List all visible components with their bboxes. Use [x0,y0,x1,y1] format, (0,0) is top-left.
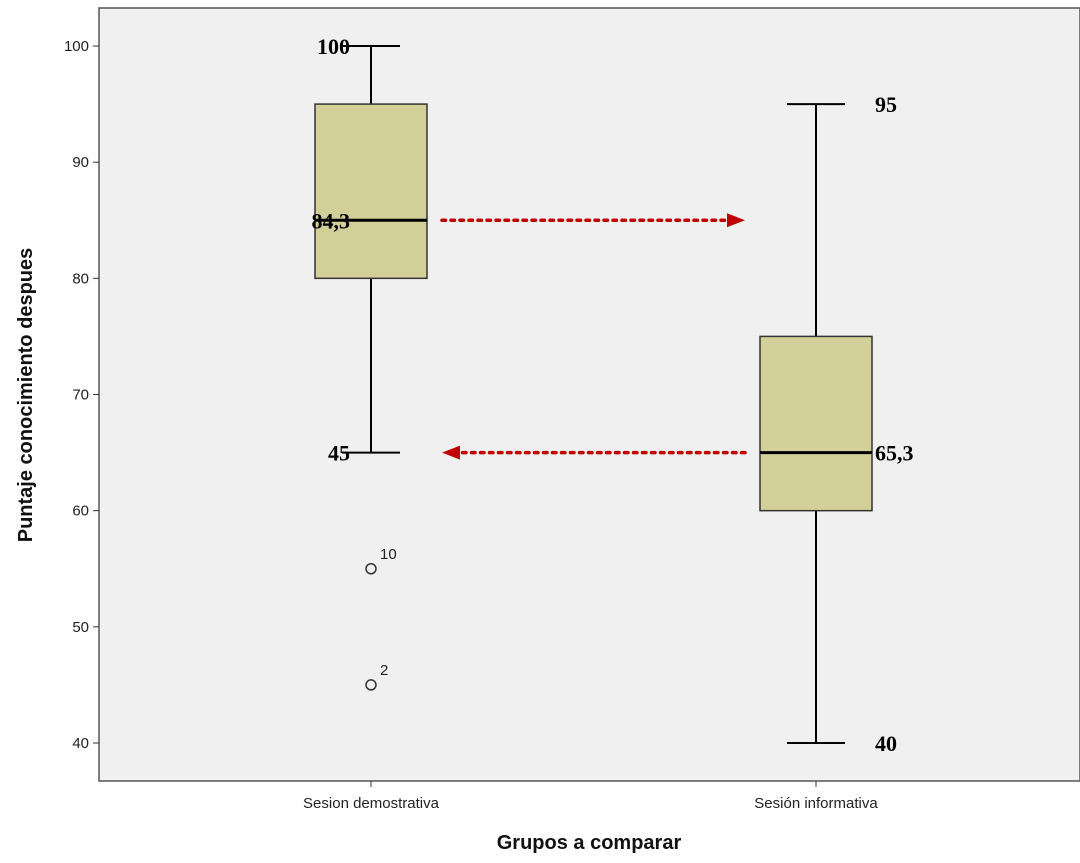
y-tick-label: 60 [72,503,89,520]
arrow-head [727,213,745,228]
annotation-label: 100 [317,34,350,59]
outliers: 10 2 [365,546,397,691]
y-tick-label: 100 [64,38,89,55]
annotation-label: 95 [875,92,897,117]
annotation-label: 40 [875,731,897,756]
annotation-label: 45 [328,441,350,466]
y-tick-label: 90 [72,154,89,171]
arrow [440,213,745,228]
annotation-label: 84,3 [312,208,351,233]
plot-area [98,7,1080,782]
y-tick-label: 50 [72,619,89,636]
arrows [440,213,747,460]
box-iqr [314,103,428,280]
y-tick-label: 70 [72,387,89,404]
annotations: 100 84,3 45 95 65,3 40 [312,34,914,756]
y-tick-label: 40 [72,735,89,752]
box-group [314,45,428,454]
box-group [759,103,873,744]
outlier-label: 2 [380,662,388,679]
boxes [314,45,873,744]
x-axis-title: Grupos a comparar [497,832,682,854]
y-axis: 40 50 60 70 80 90 100 [64,38,99,752]
arrow [442,445,747,460]
annotation-label: 65,3 [875,441,914,466]
outlier-point [365,679,377,691]
outlier-point [365,563,377,575]
x-tick-label: Sesión informativa [754,795,878,812]
x-axis: Sesion demostrativa Sesión informativa [303,781,878,812]
box-iqr [759,335,873,512]
arrow-head [442,445,460,460]
x-tick-label: Sesion demostrativa [303,795,440,812]
outlier-label: 10 [380,546,397,563]
y-axis-title: Puntaje conocimiento despues [15,248,37,543]
y-tick-label: 80 [72,270,89,287]
